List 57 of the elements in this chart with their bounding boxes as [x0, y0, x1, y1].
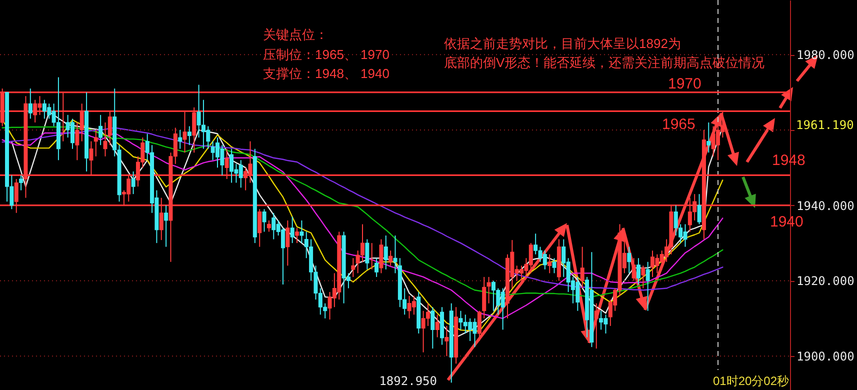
candlestick — [164, 204, 168, 248]
candlestick — [384, 235, 388, 270]
annotation: 支撑位：1948、 1940 — [263, 66, 390, 81]
candlestick — [28, 88, 32, 120]
y-tick-label: 1900.000 — [796, 350, 854, 364]
annotation: 底部的倒V形态！能否延续，还需关注前期高点破位情况 — [444, 55, 765, 70]
candlestick — [388, 250, 393, 266]
annotation: 关键点位： — [263, 27, 328, 42]
candlestick — [300, 220, 304, 244]
text: 1961.190 — [796, 118, 854, 132]
candlestick — [477, 310, 482, 342]
y-tick-label: 1980.000 — [796, 48, 854, 62]
candlestick — [103, 122, 108, 157]
candlestick — [187, 126, 192, 146]
candlestick — [374, 258, 379, 278]
annotation: 依据之前走势对比，目前大体呈以1892为 — [444, 36, 681, 51]
candlestick — [379, 238, 384, 274]
candlestick — [444, 325, 449, 357]
candlestick — [641, 265, 646, 289]
candlestick — [19, 174, 24, 191]
annotation: 1892.950 — [379, 374, 437, 388]
ref-line-label: 1970 — [668, 75, 702, 92]
candlestick — [627, 246, 632, 274]
y-tick-label: 1920.000 — [796, 274, 854, 288]
candlestick — [552, 258, 556, 274]
candlestick — [486, 276, 491, 304]
candlestick — [286, 220, 290, 266]
candlestick — [230, 148, 234, 184]
candlestick — [594, 302, 598, 350]
candlestick — [482, 276, 486, 319]
annotation: 压制位：1965、 1970 — [263, 47, 390, 62]
candlestick — [646, 261, 650, 312]
annotation: 01时20分02秒 — [712, 374, 790, 388]
candlestick — [632, 258, 636, 282]
candlestick — [98, 114, 103, 146]
candlestick — [290, 216, 294, 244]
candlestick — [636, 258, 640, 285]
candlestick — [131, 170, 136, 195]
candlestick — [435, 314, 440, 338]
candlestick — [94, 130, 98, 157]
ref-line-label: 1965 — [662, 116, 696, 134]
y-tick-label: 1940.000 — [796, 198, 854, 213]
candlestick — [262, 208, 266, 232]
candlestick — [295, 227, 300, 244]
candlestick — [266, 220, 271, 232]
candlestick — [430, 306, 435, 350]
candlestick — [548, 254, 552, 274]
candlestick — [706, 122, 711, 154]
candlestick — [280, 227, 285, 285]
candlestick — [365, 238, 370, 270]
candlestick — [393, 235, 398, 274]
candlestick — [426, 302, 430, 326]
candlestick — [351, 258, 356, 278]
candlestick — [697, 194, 702, 225]
candlestick — [580, 246, 584, 289]
candlestick — [258, 208, 262, 248]
candlestick — [178, 130, 182, 150]
